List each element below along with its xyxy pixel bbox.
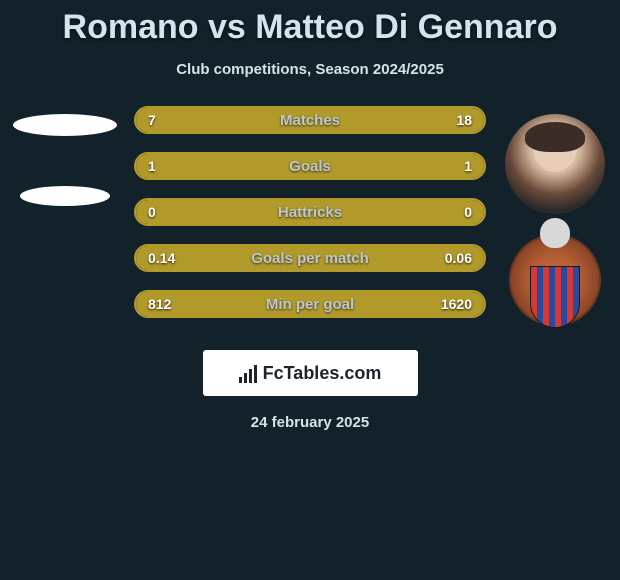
brand-text: FcTables.com [263,363,382,384]
stat-label: Min per goal [266,296,354,313]
stat-row-goals-per-match: 0.14 Goals per match 0.06 [134,244,486,272]
stat-value-right: 1 [464,158,472,174]
date-text: 24 february 2025 [251,414,369,431]
footer: FcTables.com 24 february 2025 [10,350,610,431]
right-avatar-column [500,106,610,326]
stat-label: Hattricks [278,204,342,221]
brand-logo: FcTables.com [203,350,418,396]
stat-value-left: 7 [148,112,156,128]
bar-chart-icon [239,363,259,383]
stat-label: Matches [280,112,340,129]
badge-stripes-icon [530,266,580,328]
subtitle: Club competitions, Season 2024/2025 [10,61,610,78]
stat-row-hattricks: 0 Hattricks 0 [134,198,486,226]
stat-fill-right [310,154,484,178]
stat-value-right: 18 [456,112,472,128]
stat-row-matches: 7 Matches 18 [134,106,486,134]
player-avatar-placeholder [13,114,117,136]
stat-value-left: 1 [148,158,156,174]
stat-row-min-per-goal: 812 Min per goal 1620 [134,290,486,318]
player-photo [505,114,605,214]
stat-value-right: 0.06 [445,250,472,266]
left-avatar-column [10,106,120,206]
page-title: Romano vs Matteo Di Gennaro [10,0,610,47]
stat-value-left: 812 [148,296,171,312]
club-badge-placeholder [20,186,110,206]
stats-area: 7 Matches 18 1 Goals 1 0 Hattricks 0 [10,106,610,336]
stat-value-left: 0.14 [148,250,175,266]
stat-row-goals: 1 Goals 1 [134,152,486,180]
stat-bars: 7 Matches 18 1 Goals 1 0 Hattricks 0 [120,106,500,336]
stat-value-left: 0 [148,204,156,220]
stat-label: Goals per match [251,250,369,267]
stat-value-right: 1620 [441,296,472,312]
stat-fill-left [136,154,310,178]
club-badge [509,234,601,326]
stat-label: Goals [289,158,331,175]
stat-fill-right [233,108,484,132]
stat-value-right: 0 [464,204,472,220]
